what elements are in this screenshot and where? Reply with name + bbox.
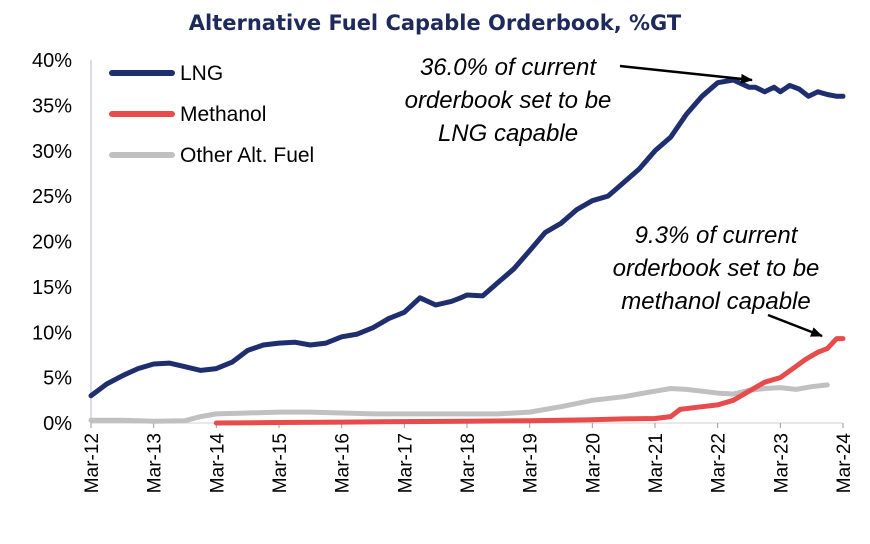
x-tick-label: Mar-23 bbox=[771, 433, 792, 493]
annotation-text: LNG capable bbox=[438, 120, 578, 147]
y-tick-label: 10% bbox=[32, 322, 72, 344]
x-tick-label: Mar-18 bbox=[458, 433, 479, 493]
x-tick-label: Mar-13 bbox=[145, 433, 166, 493]
y-tick-label: 25% bbox=[32, 186, 72, 208]
annotation-text: 36.0% of current bbox=[420, 54, 597, 81]
y-tick-label: 20% bbox=[32, 232, 72, 254]
x-tick-label: Mar-14 bbox=[207, 433, 228, 494]
y-tick-label: 5% bbox=[43, 368, 72, 390]
annotation-text: orderbook set to be bbox=[613, 255, 820, 282]
x-tick-label: Mar-24 bbox=[834, 433, 855, 494]
y-tick-label: 30% bbox=[32, 141, 72, 163]
plot-area: 0% 5% 10% 15% 20% 25% 30% 35% 40% Mar-12 Mar-13 Mar… bbox=[32, 50, 855, 493]
x-tick-label: Mar-17 bbox=[395, 433, 416, 493]
x-tick-label: Mar-12 bbox=[82, 433, 103, 493]
x-tick-label: Mar-21 bbox=[646, 433, 667, 493]
annotation-arrow bbox=[767, 313, 823, 338]
annotation-text: 9.3% of current bbox=[635, 222, 799, 249]
x-tick-label: Mar-20 bbox=[583, 433, 604, 493]
x-tick-label: Mar-19 bbox=[521, 433, 542, 493]
y-tick-label: 35% bbox=[32, 95, 72, 117]
chart-title: Alternative Fuel Capable Orderbook, %GT bbox=[189, 11, 682, 35]
series-line-lng bbox=[88, 77, 846, 399]
annotation-text: methanol capable bbox=[621, 288, 810, 315]
legend-label-methanol: Methanol bbox=[180, 103, 266, 126]
y-tick-label: 0% bbox=[43, 413, 72, 435]
legend-label-other-alt-fuel: Other Alt. Fuel bbox=[180, 144, 314, 167]
x-tick-label: Mar-22 bbox=[709, 433, 730, 493]
x-tick-label: Mar-15 bbox=[270, 433, 291, 493]
y-tick-label: 15% bbox=[32, 277, 72, 299]
x-tick-label: Mar-16 bbox=[333, 433, 354, 493]
annotation-text: orderbook set to be bbox=[405, 87, 612, 114]
annotation-arrow bbox=[619, 64, 753, 84]
legend-label-lng: LNG bbox=[180, 62, 223, 85]
y-tick-label: 40% bbox=[32, 50, 72, 72]
series-line-methanol bbox=[213, 336, 846, 426]
